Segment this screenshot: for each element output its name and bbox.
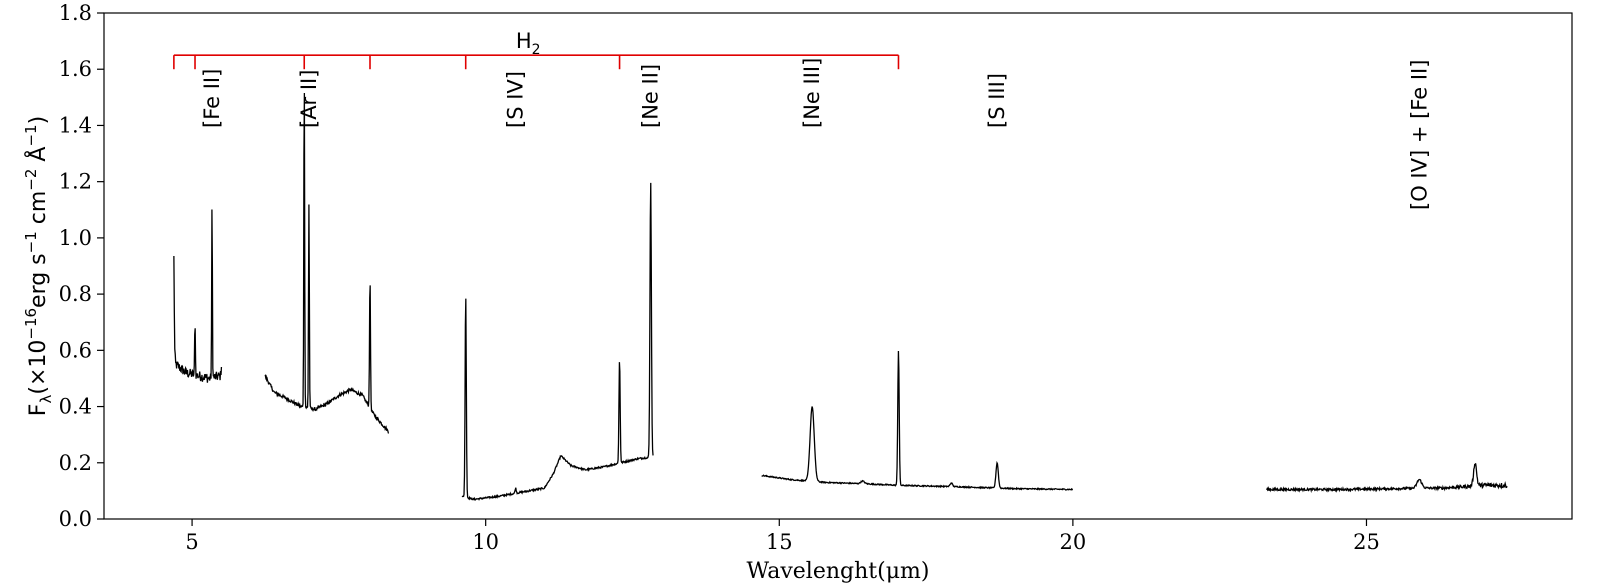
- h2-label: H2: [516, 29, 541, 58]
- spectrum-segment-ch2: [461, 182, 654, 502]
- plot-area: 5 10 15 20 25 0.0 0.2 0.4 0.6 0.8 1.0 1.2 1.4 1.6 1.8…: [59, 1, 1573, 554]
- y-axis-ticks: 0.0 0.2 0.4 0.6 0.8 1.0 1.2 1.4 1.6 1.8: [59, 1, 104, 531]
- y-tick-label: 1.8: [59, 1, 92, 25]
- y-tick-label: 0.6: [59, 338, 92, 362]
- line-id-label: [O IV] + [Fe II]: [1407, 60, 1431, 210]
- svg-text:Fλ(×10−16erg s−1 cm−2 Å−1): Fλ(×10−16erg s−1 cm−2 Å−1): [22, 116, 55, 416]
- plot-frame: [103, 12, 1573, 520]
- spectrum-segment-ch3: [761, 350, 1074, 491]
- line-identifications: [Fe II] [Ar II] [S IV] [Ne II] [Ne III] [S II…: [200, 58, 1431, 210]
- line-id-label: [Ne II]: [639, 64, 663, 128]
- y-tick-label: 1.2: [59, 170, 92, 194]
- line-id-label: [Ar II]: [297, 70, 321, 128]
- x-tick-label: 15: [766, 530, 793, 554]
- x-axis-label: Wavelenght(μm): [747, 559, 930, 584]
- y-tick-label: 0.0: [59, 507, 92, 531]
- line-id-label: [S III]: [985, 73, 1009, 128]
- y-tick-label: 0.2: [59, 451, 92, 475]
- x-tick-label: 10: [472, 530, 499, 554]
- y-tick-label: 1.4: [59, 113, 92, 137]
- spectrum-segment-ch1B: [264, 93, 389, 434]
- y-tick-label: 0.8: [59, 282, 92, 306]
- y-tick-label: 0.4: [59, 395, 92, 419]
- line-id-label: [Ne III]: [800, 58, 824, 128]
- x-axis-ticks: 5 10 15 20 25: [185, 519, 1380, 554]
- spectrum-segment-ch1A: [173, 209, 223, 383]
- x-tick-label: 25: [1353, 530, 1380, 554]
- y-tick-label: 1.0: [59, 226, 92, 250]
- line-id-label: [S IV]: [504, 71, 528, 128]
- spectrum-series: [173, 93, 1508, 502]
- x-tick-label: 20: [1060, 530, 1087, 554]
- y-tick-label: 1.6: [59, 57, 92, 81]
- line-id-label: [Fe II]: [200, 69, 224, 128]
- y-axis-label: Fλ(×10−16erg s−1 cm−2 Å−1): [22, 116, 55, 416]
- spectrum-segment-ch4: [1266, 463, 1508, 494]
- x-tick-label: 5: [185, 530, 198, 554]
- h2-ladder: [173, 54, 900, 70]
